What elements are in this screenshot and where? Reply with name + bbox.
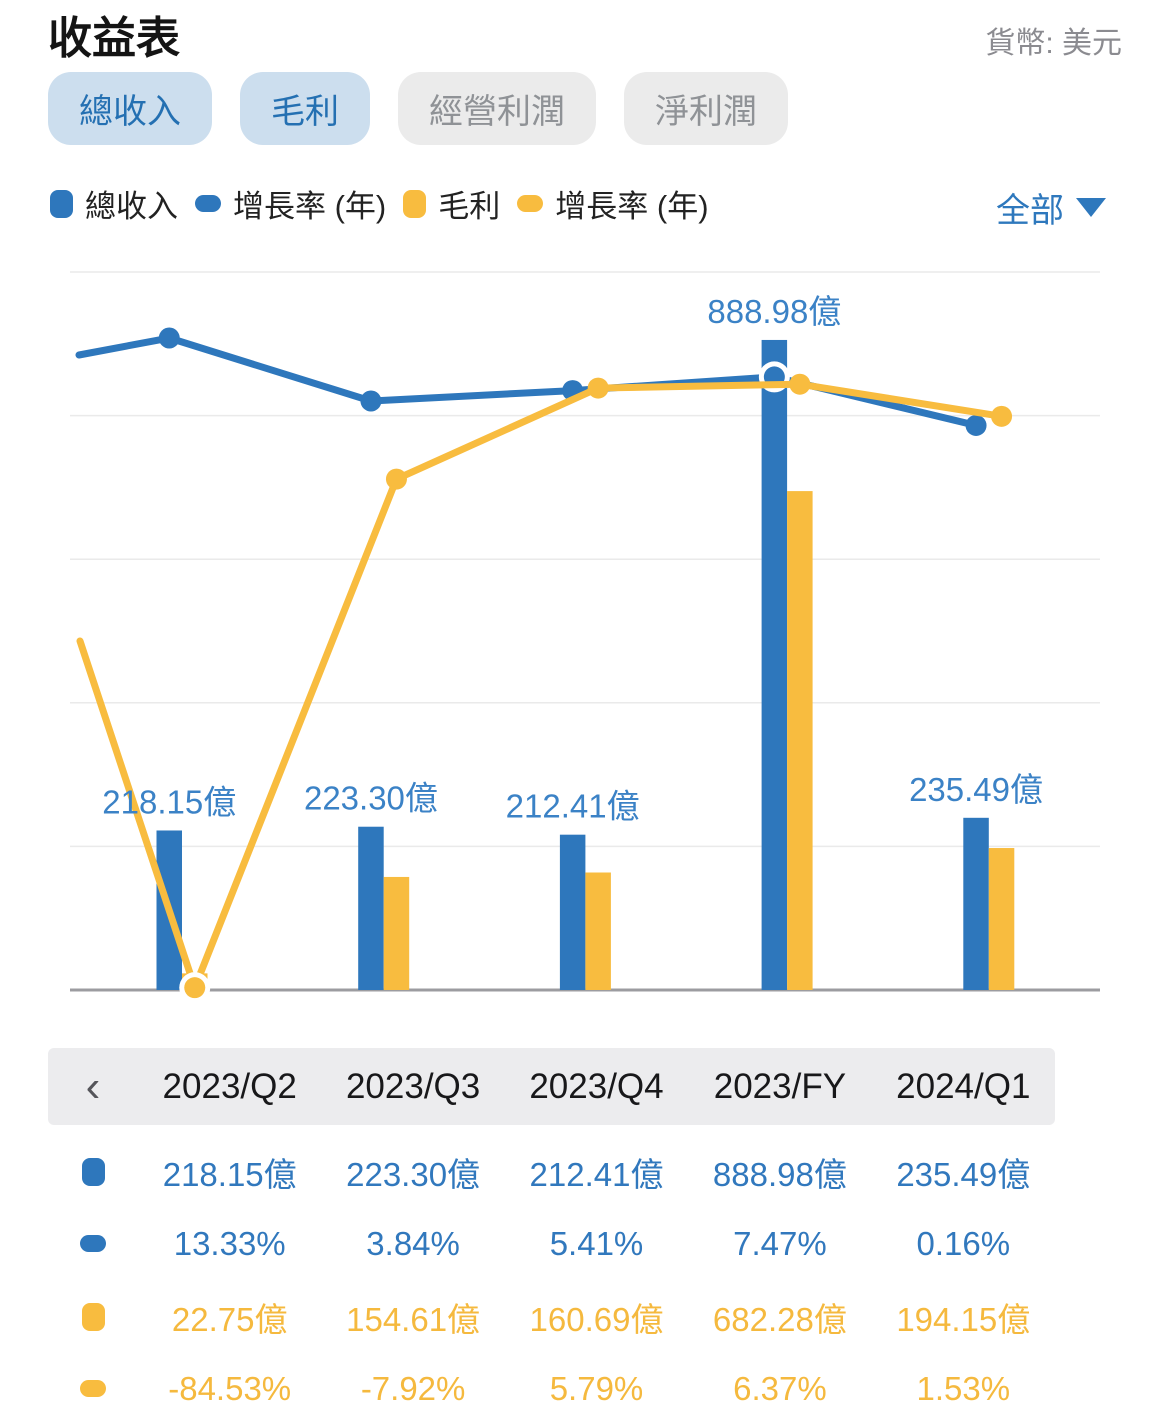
grossprofit-bar-swatch-icon [403,189,427,218]
grossprofit-growth-value: 6.37% [733,1369,827,1407]
grossprofit-growth-value: -84.53% [168,1369,292,1407]
revenue-growth-value: 3.84% [366,1224,460,1262]
chart-svg: 218.15億 223.30億 212.41億 888.98億 235.49億 [70,271,1100,1004]
table-header[interactable]: ‹ 2023/Q2 2023/Q3 2023/Q4 2023/FY 2024/Q… [48,1048,1055,1125]
scroll-prev-icon[interactable]: ‹ [85,1061,101,1111]
revenue-growth-value: 5.41% [549,1224,644,1262]
grossprofit-growth-value: 1.53% [916,1369,1011,1407]
grossprofit-value: 22.75億 [171,1300,288,1338]
revenue-growth-value: 7.47% [733,1224,827,1262]
table-row-grossprofit: 22.75億 154.61億 160.69億 682.28億 194.15億 [48,1280,1055,1353]
tab-total-revenue[interactable]: 總收入 [48,72,212,145]
period-range-selector[interactable]: 全部 [996,183,1106,232]
legend-label-grossprofit: 毛利 [438,189,501,224]
tab-net-profit[interactable]: 淨利潤 [624,72,788,145]
grossprofit-value: 154.61億 [346,1300,481,1338]
legend-label-revenue: 總收入 [85,189,178,224]
svg-text:888.98億: 888.98億 [707,293,841,330]
revenue-value: 888.98億 [712,1155,847,1193]
chevron-down-icon [1076,198,1106,217]
table-row-revenue-growth: 13.33% 3.84% 5.41% 7.47% 0.16% [48,1207,1055,1280]
svg-text:218.15億: 218.15億 [102,783,236,820]
page-title: 收益表 [48,14,180,63]
column-header: 2023/Q3 [345,1066,481,1106]
revenue-value: 223.30億 [346,1155,481,1193]
chart[interactable]: 218.15億 223.30億 212.41億 888.98億 235.49億 [0,250,1170,1040]
grossprofit-value: 682.28億 [712,1300,847,1338]
grossprofit-bar-swatch-icon [81,1302,105,1331]
grossprofit-growth-line-swatch-icon [517,195,544,212]
grossprofit-growth-value: 5.79% [549,1369,644,1407]
legend-label-grossprofit-growth: 增長率 (年) [555,189,709,224]
grossprofit-growth-value: -7.92% [360,1369,466,1407]
svg-text:223.30億: 223.30億 [304,780,438,817]
revenue-bars [156,339,989,990]
currency-label: 貨幣: 美元 [985,27,1122,60]
bar-value-labels: 218.15億 223.30億 212.41億 888.98億 235.49億 [102,293,1043,825]
grossprofit-value: 194.15億 [896,1300,1031,1338]
chart-legend: 總收入 增長率 (年) 毛利 增長率 (年) [50,181,714,226]
grossprofit-growth-line [76,373,1013,1004]
column-header: 2023/Q2 [162,1066,297,1106]
metric-tabs: 總收入 毛利 經營利潤 淨利潤 [48,72,788,145]
revenue-growth-value: 0.16% [916,1224,1011,1262]
column-header: 2023/FY [713,1066,847,1106]
svg-text:212.41億: 212.41億 [506,788,640,825]
grossprofit-growth-line-swatch-icon [80,1380,106,1397]
tab-gross-profit[interactable]: 毛利 [240,72,370,145]
legend-label-revenue-growth: 增長率 (年) [233,189,387,224]
tab-operating-profit[interactable]: 經營利潤 [398,72,596,145]
revenue-bar-swatch-icon [50,189,73,218]
revenue-value: 218.15億 [162,1155,297,1193]
grossprofit-value: 160.69億 [529,1300,664,1338]
revenue-value: 235.49億 [896,1155,1031,1193]
revenue-growth-line-swatch-icon [80,1235,106,1252]
revenue-growth-line-swatch-icon [195,195,221,212]
column-header: 2023/Q4 [529,1066,664,1106]
table-row-revenue: 218.15億 223.30億 212.41億 888.98億 235.49億 [48,1135,1055,1208]
revenue-value: 212.41億 [529,1155,664,1193]
svg-text:235.49億: 235.49億 [909,771,1043,808]
revenue-bar-swatch-icon [81,1157,105,1186]
range-label: 全部 [996,192,1064,230]
grossprofit-bars [182,491,1015,990]
revenue-growth-value: 13.33% [173,1224,286,1262]
table-row-grossprofit-growth: -84.53% -7.92% 5.79% 6.37% 1.53% [48,1352,1055,1425]
column-header: 2024/Q1 [896,1066,1031,1106]
